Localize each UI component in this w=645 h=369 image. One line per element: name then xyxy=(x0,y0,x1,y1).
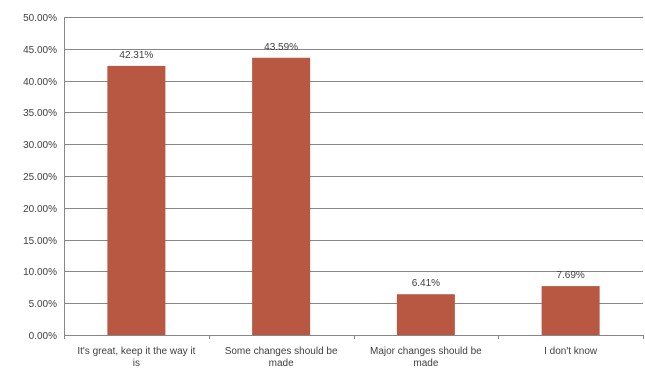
data-labels: 42.31% 43.59% 6.41% 7.69% xyxy=(119,42,584,289)
x-category-label: made xyxy=(413,358,438,369)
data-label: 6.41% xyxy=(412,278,440,289)
y-tick-label: 30.00% xyxy=(23,140,57,151)
y-axis-tick-labels: 0.00% 5.00% 10.00% 15.00% 20.00% 25.00% 30.00%… xyxy=(23,13,57,342)
bar xyxy=(107,65,166,336)
bar xyxy=(252,57,311,335)
x-category-label: is xyxy=(133,358,140,369)
y-tick-label: 50.00% xyxy=(23,13,57,24)
bar xyxy=(396,294,455,335)
y-tick-label: 20.00% xyxy=(23,204,57,215)
x-category-label: It's great, keep it the way it xyxy=(77,346,195,357)
data-label: 42.31% xyxy=(119,50,153,61)
y-tick-label: 40.00% xyxy=(23,77,57,88)
y-tick-label: 10.00% xyxy=(23,267,57,278)
x-category-label: made xyxy=(269,358,294,369)
data-label: 7.69% xyxy=(556,270,584,281)
bar xyxy=(541,286,600,335)
bars xyxy=(107,57,600,336)
y-tick-label: 45.00% xyxy=(23,45,57,56)
y-tick-label: 15.00% xyxy=(23,236,57,247)
y-tick-label: 25.00% xyxy=(23,172,57,183)
x-category-label: Some changes should be xyxy=(225,346,338,357)
y-tick-label: 35.00% xyxy=(23,108,57,119)
x-category-label: Major changes should be xyxy=(370,346,482,357)
data-label: 43.59% xyxy=(264,42,298,53)
y-tick-label: 5.00% xyxy=(29,299,57,310)
x-category-label: I don't know xyxy=(544,346,598,357)
y-tick-label: 0.00% xyxy=(29,331,57,342)
